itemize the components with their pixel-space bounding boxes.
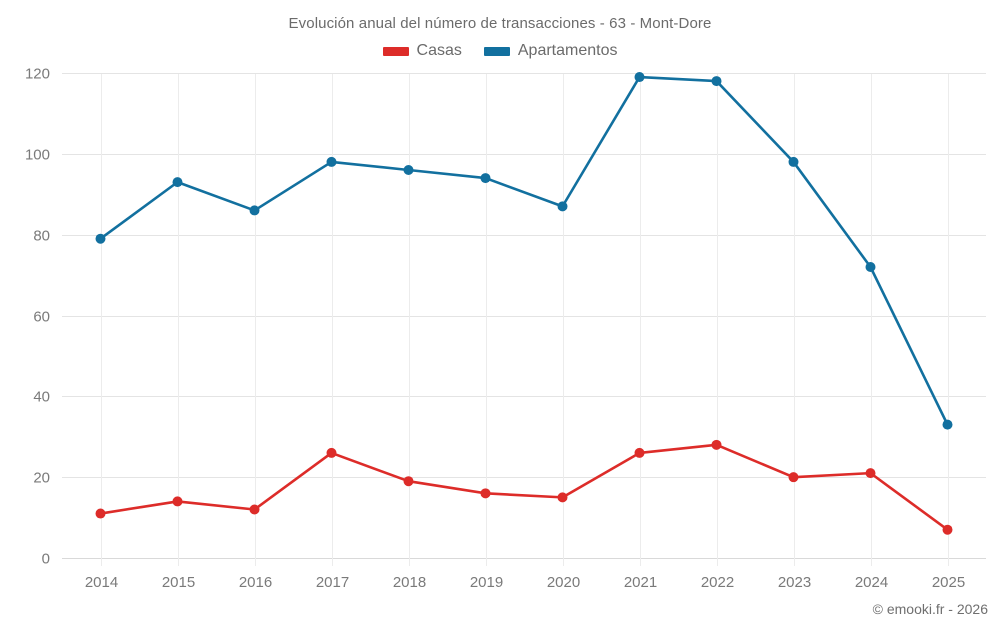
data-point-casas-2017[interactable] xyxy=(326,447,337,458)
data-point-apartamentos-2022[interactable] xyxy=(711,76,722,87)
x-axis-tick-label: 2020 xyxy=(547,574,580,591)
data-point-casas-2019[interactable] xyxy=(480,488,491,499)
data-point-apartamentos-2014[interactable] xyxy=(95,233,106,244)
y-axis-tick-label: 20 xyxy=(33,470,50,487)
data-point-apartamentos-2020[interactable] xyxy=(557,201,568,212)
y-axis-tick-label: 120 xyxy=(25,66,50,83)
data-point-casas-2020[interactable] xyxy=(557,492,568,503)
data-point-casas-2015[interactable] xyxy=(172,496,183,507)
data-point-casas-2016[interactable] xyxy=(249,504,260,515)
x-axis-tick-label: 2019 xyxy=(470,574,503,591)
x-axis-tick-label: 2024 xyxy=(855,574,888,591)
x-axis-tick-label: 2017 xyxy=(316,574,349,591)
data-point-apartamentos-2018[interactable] xyxy=(403,165,414,175)
data-point-apartamentos-2015[interactable] xyxy=(172,177,183,188)
data-point-apartamentos-2021[interactable] xyxy=(634,72,645,83)
x-axis-tick-label: 2021 xyxy=(624,574,657,591)
legend-item-label: Casas xyxy=(416,42,462,59)
data-point-casas-2014[interactable] xyxy=(95,508,106,519)
data-point-casas-2022[interactable] xyxy=(711,439,722,450)
series-line-apartamentos xyxy=(99,75,949,426)
y-axis-tick-label: 80 xyxy=(33,228,50,245)
data-point-casas-2025[interactable] xyxy=(942,524,953,535)
x-axis-tick-label: 2016 xyxy=(239,574,272,591)
data-point-apartamentos-2025[interactable] xyxy=(942,419,953,430)
data-point-apartamentos-2024[interactable] xyxy=(865,262,876,272)
y-axis-tick-label: 40 xyxy=(33,389,50,406)
legend-item-label: Apartamentos xyxy=(517,42,618,59)
x-axis-tick-label: 2022 xyxy=(701,574,734,591)
legend-item-casas[interactable]: Casas xyxy=(382,42,462,60)
data-point-casas-2021[interactable] xyxy=(634,447,645,458)
y-axis-tick-label: 100 xyxy=(25,147,50,164)
data-point-casas-2018[interactable] xyxy=(403,476,414,487)
chart-title: Evolución anual del número de transaccio… xyxy=(288,15,712,32)
data-point-casas-2023[interactable] xyxy=(788,472,799,483)
data-point-casas-2024[interactable] xyxy=(865,468,876,479)
legend-item-apartamentos[interactable]: Apartamentos xyxy=(483,42,618,60)
x-axis-tick-label: 2023 xyxy=(778,574,811,591)
copyright-credit: © emooki.fr - 2026 xyxy=(872,601,988,617)
series-line-casas xyxy=(99,443,949,532)
x-axis-tick-label: 2015 xyxy=(162,574,195,591)
legend-swatch-icon xyxy=(483,46,510,56)
x-axis-tick-label: 2018 xyxy=(393,574,426,591)
data-point-apartamentos-2017[interactable] xyxy=(326,156,337,167)
x-axis-tick-label: 2025 xyxy=(932,574,965,591)
data-point-apartamentos-2016[interactable] xyxy=(249,205,260,216)
y-axis-tick-label: 0 xyxy=(42,551,50,568)
x-axis-tick-label: 2014 xyxy=(85,574,118,591)
data-point-apartamentos-2023[interactable] xyxy=(788,156,799,167)
legend-swatch-icon xyxy=(382,46,409,56)
y-axis-tick-label: 60 xyxy=(33,309,50,326)
chart-legend: Casas Apartamentos xyxy=(0,42,1000,60)
data-point-apartamentos-2019[interactable] xyxy=(480,173,491,184)
